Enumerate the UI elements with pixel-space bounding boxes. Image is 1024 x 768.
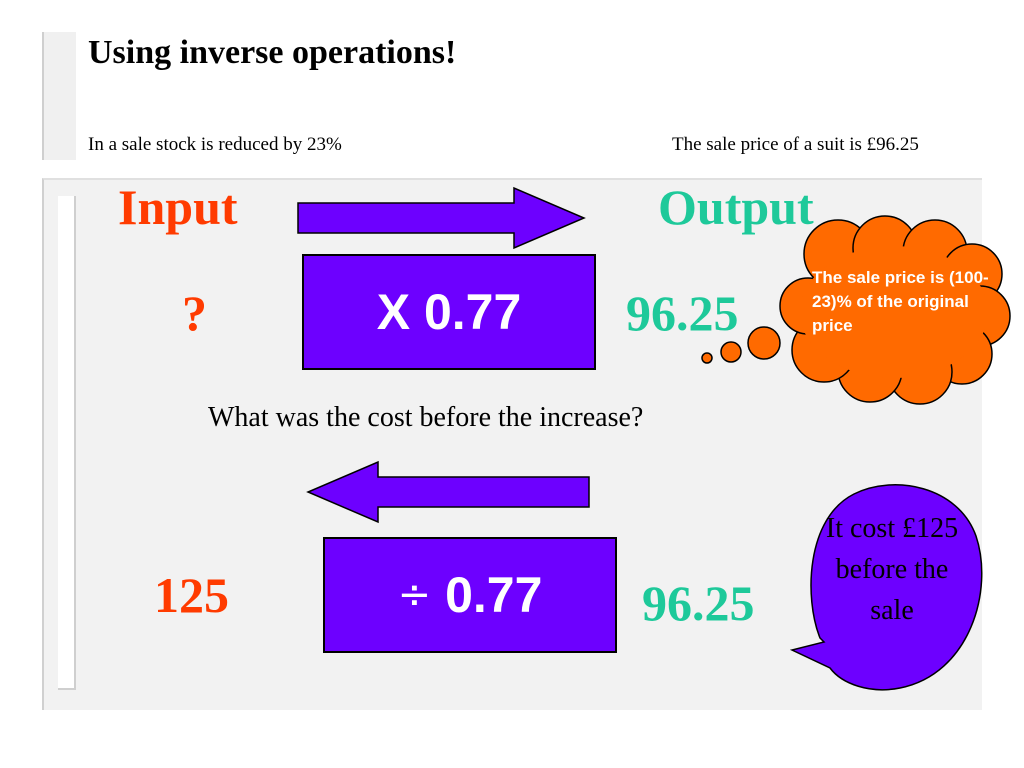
output-heading: Output — [658, 179, 814, 235]
multiply-operation-box: X 0.77 — [302, 254, 596, 370]
input-heading: Input — [118, 179, 238, 235]
reverse-input-value: 96.25 — [642, 575, 755, 631]
original-price-result: 125 — [154, 567, 229, 623]
premise-sale-price: The sale price of a suit is £96.25 — [672, 134, 919, 155]
speech-bubble-text: It cost £125 before the sale — [825, 513, 959, 626]
thought-cloud-icon — [701, 215, 1011, 405]
speech-bubble-icon — [790, 484, 983, 691]
thought-cloud-text: The sale price is (100-23)% of the origi… — [812, 268, 989, 335]
divide-icon: ÷ — [397, 572, 432, 618]
divide-operation-value: 0.77 — [445, 567, 543, 623]
question-text: What was the cost before the increase? — [208, 402, 644, 433]
forward-output-value: 96.25 — [626, 285, 739, 341]
forward-arrow-icon — [297, 186, 586, 250]
divide-operation-box: ÷ 0.77 — [323, 537, 617, 653]
slide-title: Using inverse operations! — [88, 34, 457, 71]
unknown-input-value: ? — [182, 285, 207, 341]
reverse-arrow-icon — [306, 460, 590, 524]
premise-discount: In a sale stock is reduced by 23% — [88, 134, 342, 155]
panel-side-strip — [58, 196, 76, 690]
title-sidebar-bar — [42, 32, 76, 160]
